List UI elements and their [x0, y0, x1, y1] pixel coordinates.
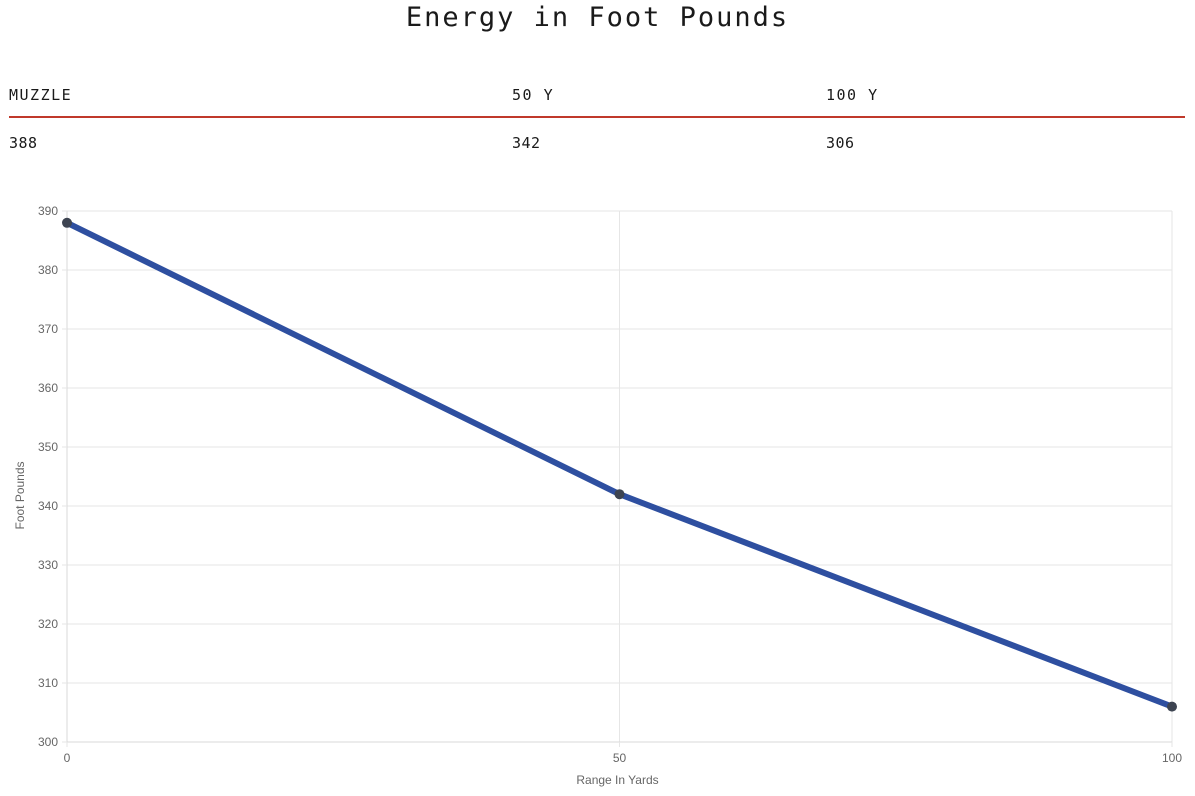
x-tick-label: 100: [1162, 751, 1182, 765]
y-axis-ticks: 300 310 320 330 340 350 360 370 380 390: [38, 204, 67, 749]
value-50y: 342: [512, 134, 541, 152]
y-tick-label: 300: [38, 735, 58, 749]
data-point[interactable]: [62, 217, 72, 228]
data-point[interactable]: [1167, 701, 1177, 712]
chart-grid: [66, 210, 1173, 743]
value-100y: 306: [826, 134, 855, 152]
energy-line-chart: 300 310 320 330 340 350 360 370 380 390 0 50 100 Ra…: [13, 204, 1182, 787]
x-tick-label: 50: [613, 751, 627, 765]
header-100y: 100 Y: [826, 86, 879, 104]
y-tick-label: 390: [38, 204, 58, 218]
energy-table-row: 388 342 306: [9, 118, 1185, 164]
x-tick-label: 0: [64, 751, 71, 765]
series-points: [62, 217, 1177, 712]
energy-table: MUZZLE 50 Y 100 Y 388 342 306: [9, 80, 1185, 164]
header-50y: 50 Y: [512, 86, 555, 104]
y-tick-label: 370: [38, 322, 58, 336]
header-muzzle: MUZZLE: [9, 86, 73, 104]
y-tick-label: 360: [38, 381, 58, 395]
y-tick-label: 320: [38, 617, 58, 631]
data-point[interactable]: [614, 489, 625, 500]
y-tick-label: 350: [38, 440, 58, 454]
x-axis-ticks: 0 50 100: [64, 742, 1182, 765]
x-axis-title: Range In Yards: [576, 773, 658, 787]
y-tick-label: 330: [38, 558, 58, 572]
value-muzzle: 388: [9, 134, 38, 152]
y-tick-label: 340: [38, 499, 58, 513]
y-tick-label: 380: [38, 263, 58, 277]
y-tick-label: 310: [38, 676, 58, 690]
energy-table-header: MUZZLE 50 Y 100 Y: [9, 80, 1185, 118]
chart-title: Energy in Foot Pounds: [405, 2, 790, 33]
y-axis-title: Foot Pounds: [13, 461, 27, 529]
